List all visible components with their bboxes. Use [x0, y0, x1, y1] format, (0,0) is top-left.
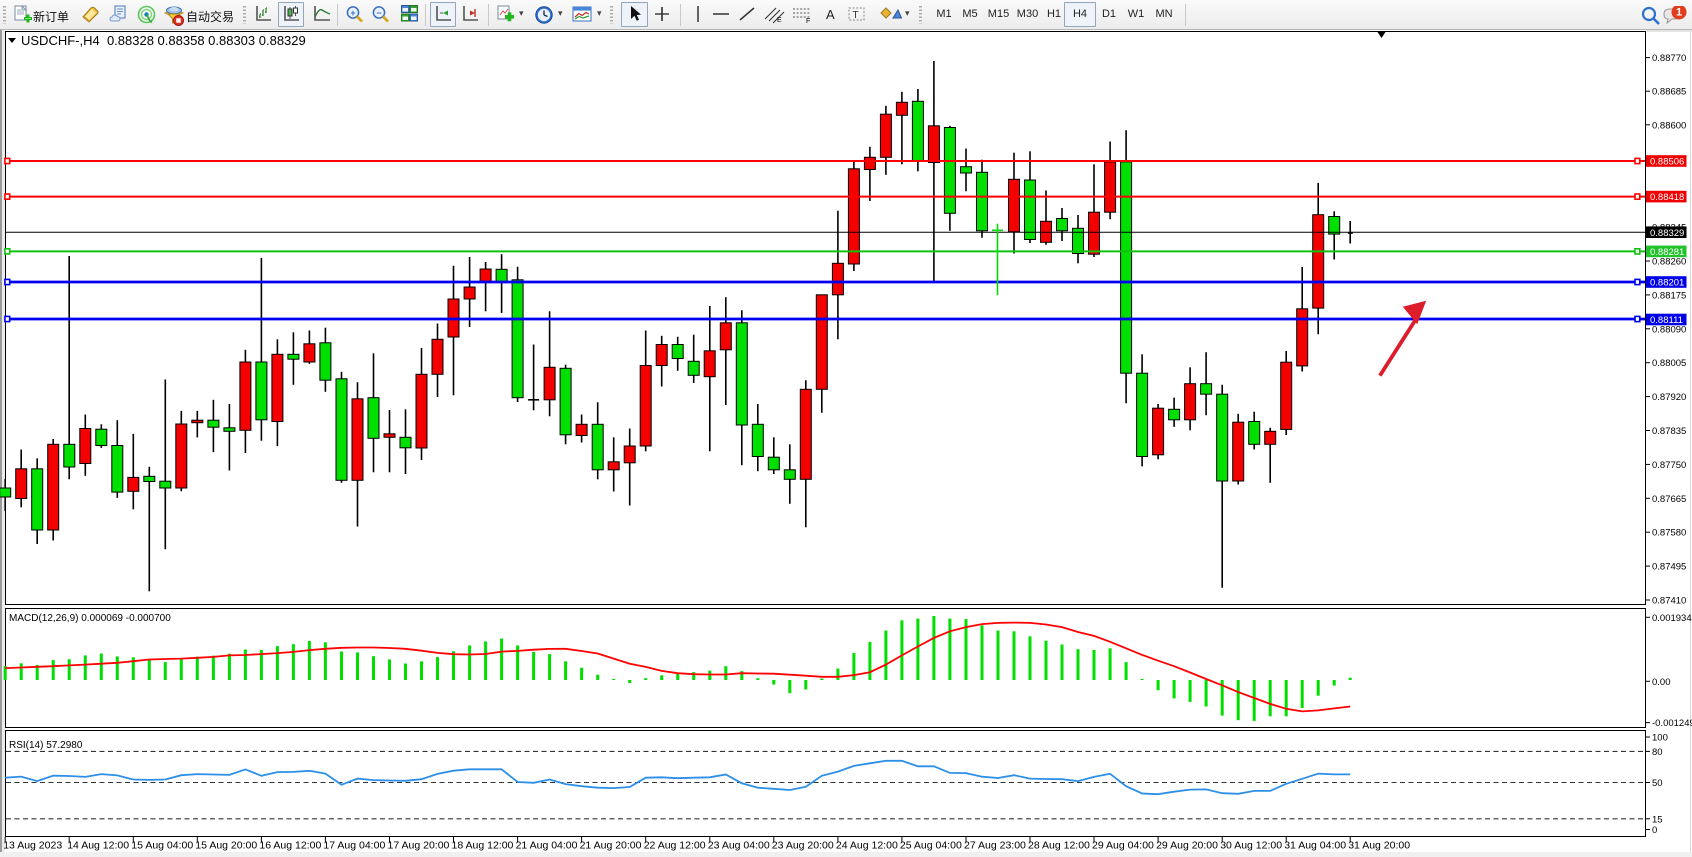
svg-text:16 Aug 12:00: 16 Aug 12:00: [259, 840, 321, 852]
svg-text:28 Aug 12:00: 28 Aug 12:00: [1028, 840, 1090, 852]
svg-text:17 Aug 20:00: 17 Aug 20:00: [388, 840, 450, 852]
svg-text:29 Aug 20:00: 29 Aug 20:00: [1156, 840, 1218, 852]
svg-text:0.88685: 0.88685: [1652, 87, 1686, 98]
svg-text:30 Aug 12:00: 30 Aug 12:00: [1220, 840, 1282, 852]
svg-text:80: 80: [1652, 747, 1663, 758]
svg-text:13 Aug 2023: 13 Aug 2023: [3, 840, 62, 852]
svg-text:25 Aug 04:00: 25 Aug 04:00: [900, 840, 962, 852]
svg-text:0.88111: 0.88111: [1650, 315, 1683, 326]
svg-text:31 Aug 04:00: 31 Aug 04:00: [1284, 840, 1346, 852]
svg-text:0.87410: 0.87410: [1652, 596, 1686, 607]
svg-text:50: 50: [1652, 778, 1663, 789]
svg-text:RSI(14) 57.2980: RSI(14) 57.2980: [9, 740, 83, 751]
svg-text:0.88260: 0.88260: [1652, 257, 1686, 268]
svg-text:T: T: [853, 10, 859, 21]
svg-text:14 Aug 12:00: 14 Aug 12:00: [67, 840, 129, 852]
svg-text:F: F: [806, 18, 810, 24]
svg-text:23 Aug 20:00: 23 Aug 20:00: [772, 840, 834, 852]
svg-text:27 Aug 23:00: 27 Aug 23:00: [964, 840, 1026, 852]
svg-text:0.87495: 0.87495: [1652, 562, 1686, 573]
svg-text:15 Aug 04:00: 15 Aug 04:00: [131, 840, 193, 852]
svg-text:0.88201: 0.88201: [1650, 278, 1684, 289]
svg-text:18 Aug 12:00: 18 Aug 12:00: [452, 840, 514, 852]
svg-text:0.001934: 0.001934: [1652, 613, 1692, 624]
svg-text:0.88418: 0.88418: [1650, 192, 1684, 203]
svg-text:24 Aug 12:00: 24 Aug 12:00: [836, 840, 898, 852]
svg-text:-0.001249: -0.001249: [1652, 718, 1692, 729]
svg-text:21 Aug 04:00: 21 Aug 04:00: [516, 840, 578, 852]
svg-text:0.88281: 0.88281: [1650, 247, 1684, 258]
svg-text:E: E: [777, 17, 782, 24]
svg-text:0.88175: 0.88175: [1652, 290, 1686, 301]
svg-text:−: −: [376, 8, 381, 18]
svg-text:23 Aug 04:00: 23 Aug 04:00: [708, 840, 770, 852]
svg-text:0.88600: 0.88600: [1652, 120, 1686, 131]
svg-text:100: 100: [1652, 733, 1668, 744]
svg-text:MACD(12,26,9) 0.000069 -0.0007: MACD(12,26,9) 0.000069 -0.000700: [9, 613, 171, 624]
svg-text:0.87665: 0.87665: [1652, 494, 1686, 505]
svg-text:0.87750: 0.87750: [1652, 460, 1686, 471]
svg-text:15 Aug 20:00: 15 Aug 20:00: [195, 840, 257, 852]
svg-text:29 Aug 04:00: 29 Aug 04:00: [1092, 840, 1154, 852]
svg-text:17 Aug 04:00: 17 Aug 04:00: [323, 840, 385, 852]
svg-text:+: +: [350, 8, 355, 18]
svg-text:0.88770: 0.88770: [1652, 53, 1686, 64]
svg-text:0.87920: 0.87920: [1652, 392, 1686, 403]
svg-text:0: 0: [1652, 825, 1657, 836]
svg-text:0.88005: 0.88005: [1652, 358, 1686, 369]
svg-text:0.87835: 0.87835: [1652, 426, 1686, 437]
svg-text:31 Aug 20:00: 31 Aug 20:00: [1348, 840, 1410, 852]
svg-text:21 Aug 20:00: 21 Aug 20:00: [580, 840, 642, 852]
svg-text:USDCHF-,H4 0.88328 0.88358 0.: USDCHF-,H4 0.88328 0.88358 0.88303 0.883…: [21, 33, 306, 48]
svg-text:0.87580: 0.87580: [1652, 528, 1686, 539]
svg-text:0.88090: 0.88090: [1652, 324, 1686, 335]
svg-text:22 Aug 12:00: 22 Aug 12:00: [644, 840, 706, 852]
svg-text:0.88329: 0.88329: [1650, 228, 1684, 239]
svg-text:15: 15: [1652, 814, 1663, 825]
svg-text:1: 1: [1676, 7, 1682, 19]
svg-text:0.88506: 0.88506: [1650, 157, 1684, 168]
svg-text:0.00: 0.00: [1652, 677, 1671, 688]
